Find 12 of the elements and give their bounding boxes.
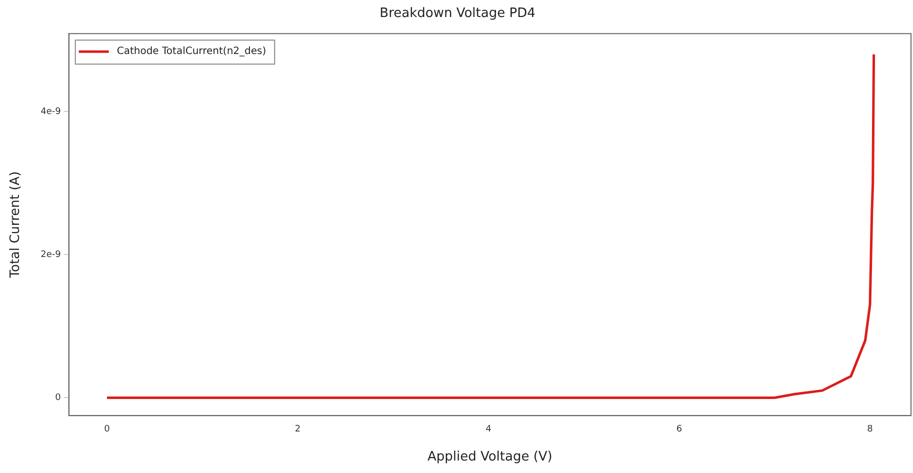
x-tick-label: 8	[867, 424, 874, 434]
y-axis-title: Total Current (A)	[8, 171, 24, 279]
x-tick-label: 0	[104, 424, 110, 434]
y-tick-label: 0	[55, 393, 62, 404]
y-tick-label: 2e-9	[40, 250, 62, 260]
legend-label: Cathode TotalCurrent(n2_des)	[116, 46, 266, 58]
chart-title: Breakdown Voltage PD4	[380, 6, 536, 22]
x-tick-label: 4	[486, 424, 492, 434]
x-axis-title: Applied Voltage (V)	[427, 450, 552, 465]
x-tick-label: 2	[294, 424, 301, 434]
y-tick-label: 4e-9	[40, 106, 62, 117]
x-tick-label: 6	[676, 424, 682, 434]
